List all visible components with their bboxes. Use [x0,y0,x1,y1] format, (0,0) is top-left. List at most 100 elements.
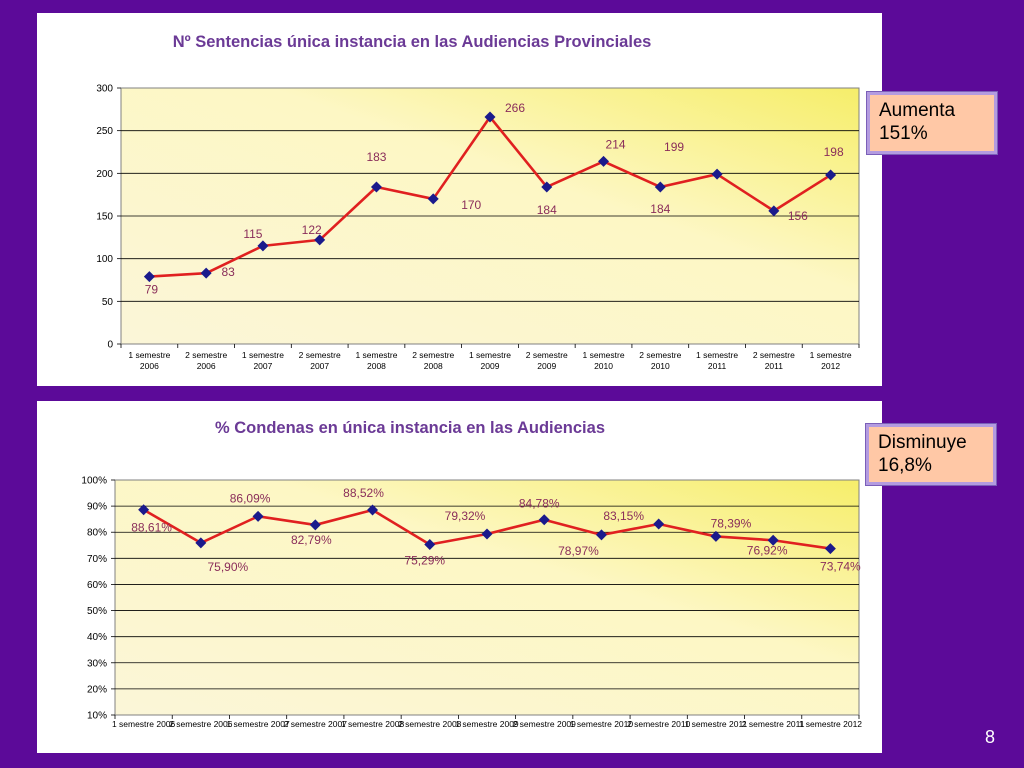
chart2-data-point [424,539,436,551]
chart2-data-point [653,518,665,530]
chart1-data-label: 79 [145,283,159,297]
chart1-data-label: 115 [243,227,262,241]
chart1-ytick-label: 50 [102,297,114,308]
chart2-title: % Condenas en única instancia en las Aud… [215,419,605,437]
chart2-xtick-label: 1 semestre 2010 [570,719,634,729]
chart1-data-point [825,169,837,181]
chart2-data-label: 86,09% [230,491,271,505]
chart2-xtick-label: 2 semestre 2006 [169,719,233,729]
chart2-data-point [309,519,321,531]
chart2-xtick-label: 1 semestre 2006 [112,719,176,729]
callout-aumenta-line1: Aumenta [879,100,956,121]
chart1-xtick-label: 2 semestre 2011 [753,350,795,371]
chart1-ytick-label: 300 [96,84,113,95]
chart2-data-point [481,528,493,540]
chart1-data-point [654,181,666,193]
chart2-xtick-label: 1 semestre 2008 [341,719,405,729]
chart1-xtick-label: 1 semestre 2009 [469,350,511,371]
chart2-data-label: 75,90% [207,560,248,574]
chart-panel-condenas: % Condenas en única instancia en las Aud… [37,401,882,753]
chart2-xtick-label: 1 semestre 2011 [685,719,748,729]
chart2-ytick-label: 40% [87,632,107,643]
chart1-data-point [598,155,610,167]
chart1-data-point [314,234,326,246]
chart1-xtick-label: 1 semestre 2012 [810,350,852,371]
chart1-data-point [768,205,780,217]
chart1-data-label: 156 [788,209,808,223]
chart1-xtick-label: 1 semestre 2006 [128,350,170,371]
chart1-xtick-label: 2 semestre 2009 [526,350,568,371]
chart2-ytick-label: 70% [87,554,107,565]
chart1-ytick-label: 200 [96,169,113,180]
chart2-xtick-label: 2 semestre 2007 [284,719,348,729]
chart2-ytick-label: 30% [87,658,107,669]
chart1-data-label: 199 [664,140,684,154]
chart1-data-label: 184 [537,203,557,217]
chart2-data-label: 88,61% [131,521,172,535]
chart2-data-point [252,510,264,522]
chart1-data-point [143,271,155,283]
page-number: 8 [985,727,996,747]
chart2-xtick-label: 1 semestre 2009 [455,719,519,729]
chart2-ytick-label: 50% [87,606,107,617]
chart2-data-point [138,504,150,516]
chart2-ytick-label: 100% [81,476,107,487]
chart2-ytick-label: 80% [87,528,107,539]
chart2-data-point [824,543,836,555]
chart1-xtick-label: 2 semestre 2008 [412,350,454,371]
chart1-xtick-label: 2 semestre 2006 [185,350,227,371]
chart1-data-point [484,111,496,123]
callout-aumenta-line2: 151% [879,123,928,144]
condenas-line-chart: % Condenas en única instancia en las Aud… [81,419,863,729]
chart1-data-label: 170 [461,198,481,212]
chart1-ytick-label: 0 [107,340,113,351]
chart1-xtick-label: 2 semestre 2007 [299,350,341,371]
chart-panel-sentencias: Nº Sentencias única instancia en las Aud… [37,13,882,386]
chart1-xtick-label: 1 semestre 2008 [355,350,397,371]
chart2-xtick-label: 2 semestre 2011 [742,719,805,729]
chart1-ytick-label: 150 [96,212,113,223]
chart2-data-label: 75,29% [404,554,445,568]
chart2-ytick-label: 90% [87,502,107,513]
chart1-data-point [711,168,723,180]
chart1-data-point [370,181,382,193]
sentencias-line-chart: Nº Sentencias única instancia en las Aud… [96,33,860,371]
chart2-data-label: 78,97% [558,544,599,558]
chart1-data-point [541,181,553,193]
chart1-data-point [257,240,269,252]
chart2-xtick-label: 2 semestre 2008 [398,719,462,729]
chart1-data-label: 183 [366,150,386,164]
chart1-xtick-label: 2 semestre 2010 [639,350,681,371]
chart2-data-label: 79,32% [445,509,486,523]
chart1-xtick-label: 1 semestre 2010 [583,350,625,371]
chart2-ytick-label: 20% [87,684,107,695]
chart1-data-label: 266 [505,101,525,115]
chart2-data-label: 84,78% [519,497,560,511]
chart2-data-label: 88,52% [343,486,384,500]
callout-disminuye-line1: Disminuye [878,432,967,453]
chart2-data-point [538,514,550,526]
chart2-data-point [710,530,722,542]
chart2-plot-area [114,479,860,716]
chart1-data-label: 184 [650,202,670,216]
chart2-ytick-label: 60% [87,580,107,591]
callout-disminuye-line2: 16,8% [878,455,932,476]
chart1-ytick-label: 250 [96,126,113,137]
callout-disminuye: Disminuye 16,8% [866,424,996,485]
chart2-data-label: 83,15% [603,509,644,523]
chart2-data-point [767,534,779,546]
chart1-data-point [200,267,212,279]
chart1-data-label: 214 [606,137,626,151]
chart2-data-label: 82,79% [291,533,332,547]
chart2-xtick-label: 2 semestre 2010 [627,719,691,729]
chart1-data-label: 198 [824,145,844,159]
chart1-xtick-label: 1 semestre 2007 [242,350,284,371]
chart2-xtick-label: 1 semestre 2012 [799,719,863,729]
chart2-xtick-label: 2 semestre 2009 [513,719,577,729]
chart2-data-label: 73,74% [820,560,861,574]
chart1-xtick-label: 1 semestre 2011 [696,350,738,371]
chart2-data-point [195,537,207,549]
chart2-data-label: 76,92% [747,543,788,557]
chart1-data-label: 122 [302,223,322,237]
chart1-title: Nº Sentencias única instancia en las Aud… [173,33,652,51]
